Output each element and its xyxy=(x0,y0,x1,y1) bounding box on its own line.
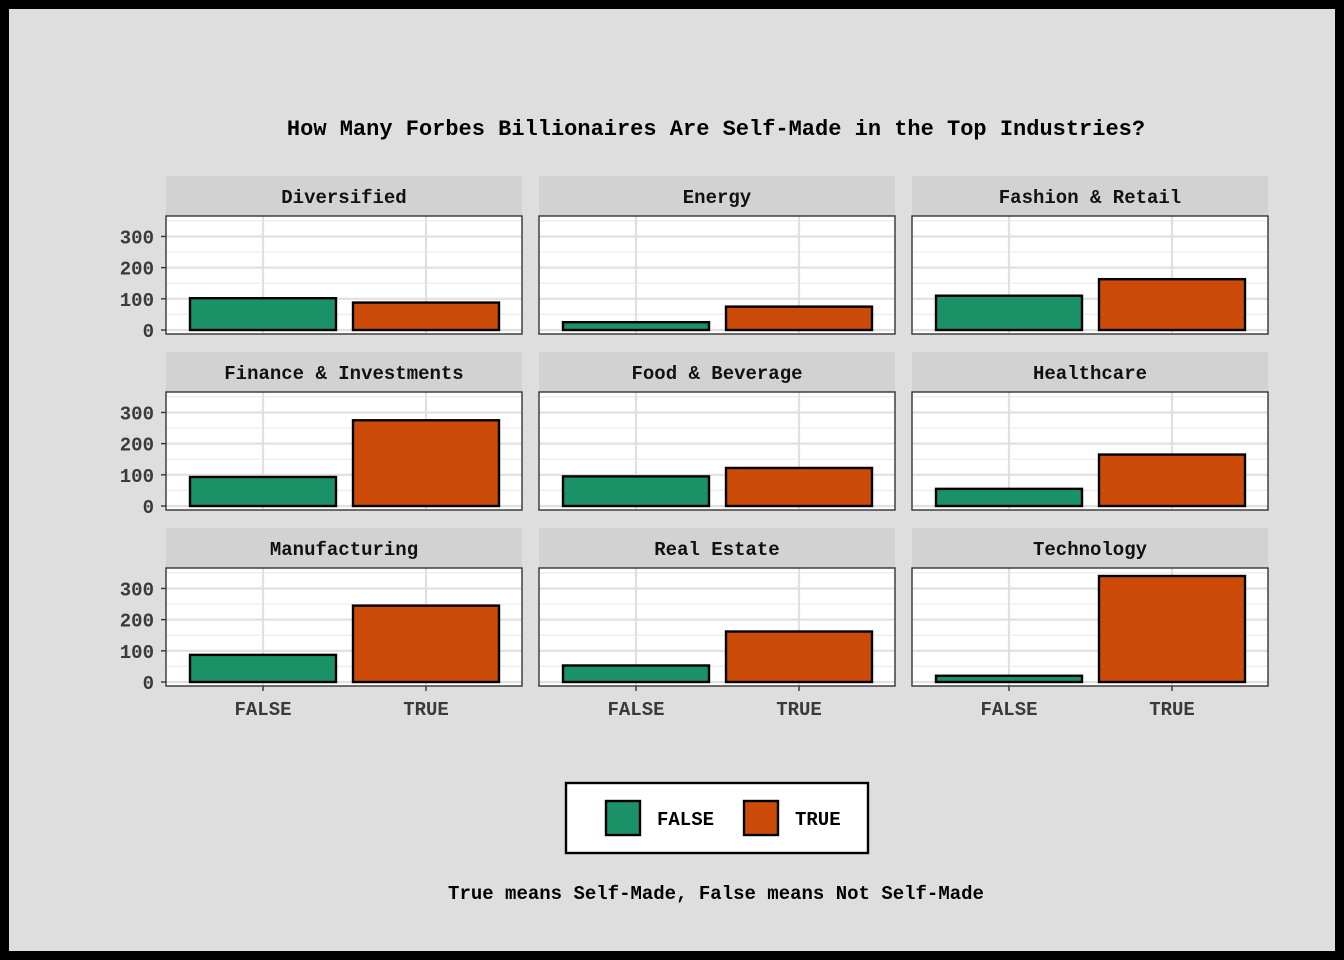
bar-fashion-and-retail-true xyxy=(1097,277,1247,332)
bar-healthcare-false xyxy=(934,487,1084,508)
y-tick-label: 300 xyxy=(120,579,154,601)
panel-healthcare: Healthcare xyxy=(911,352,1269,511)
bar-diversified-true xyxy=(351,301,501,332)
bar-technology-true xyxy=(1097,574,1247,684)
bar-food-and-beverage-false xyxy=(561,475,711,508)
y-tick-label: 100 xyxy=(120,466,154,488)
bar-healthcare-true xyxy=(1097,453,1247,508)
panel-manufacturing: Manufacturing 0 100 200 300 FALSE TRUE xyxy=(120,528,523,721)
panel-diversified: Diversified 0 100 200 300 xyxy=(120,176,523,343)
panel-border xyxy=(538,567,896,687)
panel-real-estate: Real Estate FALSE TRUE xyxy=(538,528,896,721)
facet-strip xyxy=(166,528,522,568)
panel-energy: Energy xyxy=(538,176,896,335)
y-tick-label: 0 xyxy=(143,321,154,343)
y-tick-label: 300 xyxy=(120,227,154,249)
legend-label-false: FALSE xyxy=(657,809,714,831)
x-tick-label: TRUE xyxy=(776,699,822,721)
facet-label: Technology xyxy=(1033,539,1148,561)
y-tick-label: 200 xyxy=(120,611,154,633)
legend-swatch-false xyxy=(604,799,642,837)
chart-frame: How Many Forbes Billionaires Are Self-Ma… xyxy=(9,9,1335,951)
chart-title: How Many Forbes Billionaires Are Self-Ma… xyxy=(287,117,1145,142)
bar-energy-false xyxy=(561,321,711,332)
bar-finance-and-investments-false xyxy=(188,475,338,508)
y-tick-label: 300 xyxy=(120,403,154,425)
legend: FALSE TRUE xyxy=(564,781,870,855)
y-tick-label: 0 xyxy=(143,673,154,695)
y-tick-label: 0 xyxy=(143,497,154,519)
facet-label: Manufacturing xyxy=(270,539,418,561)
bar-food-and-beverage-true xyxy=(724,466,874,508)
facet-label: Real Estate xyxy=(654,539,779,561)
legend-label-true: TRUE xyxy=(795,809,841,831)
legend-swatch-true xyxy=(742,799,780,837)
panel-technology: Technology FALSE TRUE xyxy=(911,528,1269,721)
facet-strip xyxy=(539,176,895,216)
chart-caption: True means Self-Made, False means Not Se… xyxy=(448,883,984,905)
y-tick-label: 100 xyxy=(120,290,154,312)
facet-strip xyxy=(166,176,522,216)
bar-diversified-false xyxy=(188,297,338,332)
facet-label: Finance & Investments xyxy=(224,363,463,385)
facet-strip xyxy=(912,528,1268,568)
facet-strip xyxy=(912,352,1268,392)
panel-finance-and-investments: Finance & Investments 0 100 200 300 xyxy=(120,352,523,519)
panel-border xyxy=(911,567,1269,687)
facet-panels: Diversified 0 100 200 300 Energy Fashion & Ret… xyxy=(120,176,1269,721)
facet-label: Healthcare xyxy=(1033,363,1147,385)
panel-border xyxy=(165,215,523,335)
y-tick-label: 100 xyxy=(120,642,154,664)
x-tick-label: TRUE xyxy=(1149,699,1195,721)
bar-energy-true xyxy=(724,305,874,332)
x-tick-label: FALSE xyxy=(980,699,1037,721)
x-tick-label: FALSE xyxy=(234,699,291,721)
panel-fashion-and-retail: Fashion & Retail xyxy=(911,176,1269,335)
bar-manufacturing-false xyxy=(188,653,338,684)
bar-manufacturing-true xyxy=(351,604,501,684)
bar-real-estate-false xyxy=(561,664,711,684)
panel-border xyxy=(538,391,896,511)
facet-strip xyxy=(166,352,522,392)
x-tick-label: FALSE xyxy=(607,699,664,721)
facet-strip xyxy=(912,176,1268,216)
facet-strip xyxy=(539,352,895,392)
facet-label: Energy xyxy=(683,187,752,209)
y-tick-label: 200 xyxy=(120,435,154,457)
bar-technology-false xyxy=(934,674,1084,684)
panel-border xyxy=(911,391,1269,511)
facet-strip xyxy=(539,528,895,568)
panel-border xyxy=(911,215,1269,335)
bar-fashion-and-retail-false xyxy=(934,294,1084,332)
faceted-bar-chart: How Many Forbes Billionaires Are Self-Ma… xyxy=(120,117,1269,905)
panel-border xyxy=(165,391,523,511)
panel-border xyxy=(165,567,523,687)
y-tick-label: 200 xyxy=(120,259,154,281)
bar-finance-and-investments-true xyxy=(351,419,501,508)
panel-food-and-beverage: Food & Beverage xyxy=(538,352,896,511)
facet-label: Fashion & Retail xyxy=(999,187,1181,209)
facet-label: Diversified xyxy=(281,187,406,209)
x-tick-label: TRUE xyxy=(403,699,449,721)
facet-label: Food & Beverage xyxy=(631,363,802,385)
bar-real-estate-true xyxy=(724,630,874,684)
panel-border xyxy=(538,215,896,335)
